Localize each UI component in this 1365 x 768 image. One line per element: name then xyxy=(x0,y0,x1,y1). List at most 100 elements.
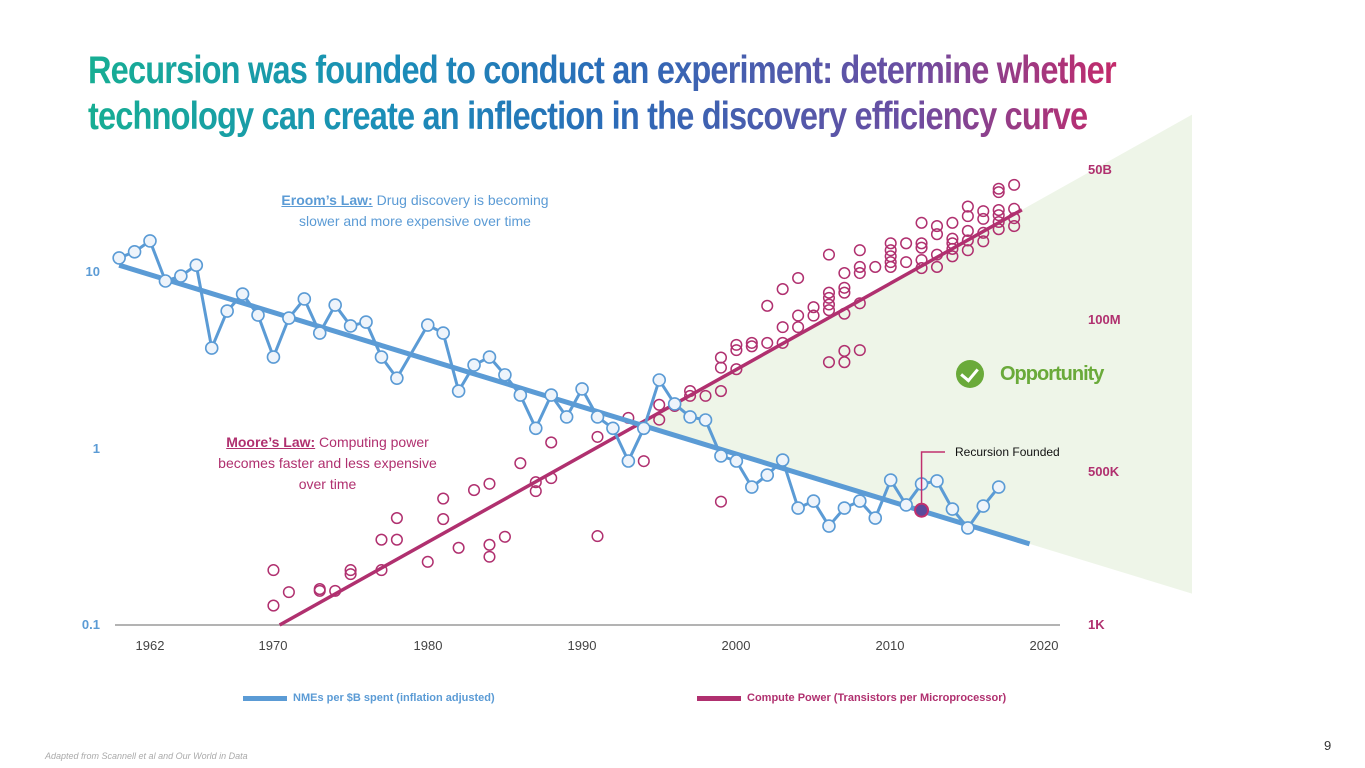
compute-point xyxy=(869,260,882,274)
moores-law-text: Computing power becomes faster and less … xyxy=(218,434,437,492)
compute-point xyxy=(282,586,295,599)
compute-point xyxy=(545,436,558,449)
compute-point xyxy=(699,389,712,402)
compute-point xyxy=(915,237,928,250)
nme-point xyxy=(636,421,651,436)
compute-point xyxy=(930,220,944,233)
nme-point xyxy=(359,315,373,329)
compute-point xyxy=(637,455,650,468)
nme-point xyxy=(174,269,188,283)
compute-point xyxy=(390,512,403,525)
compute-point xyxy=(684,389,697,402)
nme-point xyxy=(868,511,883,525)
recursion-founded-leader-line xyxy=(920,451,945,511)
compute-point xyxy=(1008,178,1021,191)
nme-point xyxy=(467,358,481,372)
compute-point xyxy=(838,356,851,369)
nme-point xyxy=(220,304,234,318)
page-number: 9 xyxy=(1324,738,1332,753)
compute-point xyxy=(961,200,974,213)
recursion-founded-marker xyxy=(914,502,930,518)
x-tick-2010: 2010 xyxy=(875,638,905,653)
compute-point xyxy=(745,336,758,349)
nme-point xyxy=(513,388,528,402)
nme-point xyxy=(143,234,157,248)
nme-point xyxy=(837,501,852,515)
nme-point xyxy=(251,308,265,322)
nme-point xyxy=(760,468,775,482)
compute-point xyxy=(977,212,990,225)
nme-point xyxy=(374,350,389,364)
compute-point xyxy=(776,283,789,296)
recursion-founded-label: Recursion Founded xyxy=(955,445,1060,459)
compute-point xyxy=(468,484,481,497)
compute-point xyxy=(884,237,897,250)
compute-point xyxy=(977,235,990,248)
legend-item-compute: Compute Power (Transistors per Microproc… xyxy=(697,692,1006,704)
compute-point xyxy=(915,241,928,254)
nme-point xyxy=(745,480,759,494)
compute-point xyxy=(807,301,820,314)
compute-point xyxy=(761,336,774,349)
source-footnote: Adapted from Scannell et al and Our Worl… xyxy=(45,751,248,761)
compute-point xyxy=(344,564,357,577)
compute-point xyxy=(761,299,774,312)
compute-point xyxy=(267,599,280,612)
nme-point xyxy=(328,298,342,312)
nme-point xyxy=(112,251,126,265)
nme-point xyxy=(420,318,435,332)
nme-point xyxy=(991,480,1006,494)
compute-point xyxy=(344,568,357,581)
nme-point xyxy=(822,519,836,533)
compute-trend-line xyxy=(278,208,1023,627)
nme-point xyxy=(282,311,296,325)
y-right-tick-500k: 500K xyxy=(1088,464,1120,479)
nme-point xyxy=(297,292,312,306)
compute-point xyxy=(822,298,836,311)
y-right-tick-100m: 100M xyxy=(1088,312,1121,327)
compute-point xyxy=(884,256,897,269)
nme-trend-line xyxy=(118,262,1031,547)
compute-point xyxy=(807,309,820,322)
nme-point xyxy=(652,373,667,387)
nme-point xyxy=(853,494,867,508)
compute-point xyxy=(838,266,851,280)
nme-point xyxy=(667,397,682,411)
compute-point xyxy=(452,541,465,554)
nme-point xyxy=(266,350,281,364)
moores-law-annotation: Moore’s Law: Computing power becomes fas… xyxy=(210,432,445,495)
compute-point xyxy=(514,457,527,470)
x-tick-2000: 2000 xyxy=(721,638,751,653)
compute-point xyxy=(730,338,743,351)
compute-point xyxy=(483,550,496,563)
nme-point xyxy=(235,287,250,301)
compute-point xyxy=(730,344,743,357)
compute-point xyxy=(884,260,897,274)
compute-point xyxy=(714,385,727,398)
nme-point xyxy=(390,371,404,385)
nme-point xyxy=(806,494,821,508)
nme-point xyxy=(127,245,142,259)
erooms-law-label: Eroom’s Law: xyxy=(281,192,373,208)
compute-point xyxy=(529,476,542,489)
nme-point xyxy=(204,341,219,355)
compute-point xyxy=(714,361,727,374)
compute-point xyxy=(822,356,836,369)
compute-point xyxy=(1008,220,1021,233)
nme-point xyxy=(883,473,898,487)
compute-point xyxy=(390,533,403,546)
legend-swatch-nme xyxy=(243,695,287,701)
y-left-tick-0.1: 0.1 xyxy=(81,617,100,632)
x-tick-1962: 1962 xyxy=(135,638,165,653)
compute-point xyxy=(776,336,789,349)
compute-point xyxy=(946,242,959,255)
compute-point xyxy=(591,530,604,543)
compute-point xyxy=(961,244,974,257)
compute-point xyxy=(838,281,851,294)
compute-point xyxy=(437,512,450,526)
compute-point xyxy=(730,363,743,376)
nme-point xyxy=(714,449,728,463)
nme-point xyxy=(451,384,466,398)
compute-point xyxy=(853,244,866,257)
compute-point xyxy=(421,555,434,568)
